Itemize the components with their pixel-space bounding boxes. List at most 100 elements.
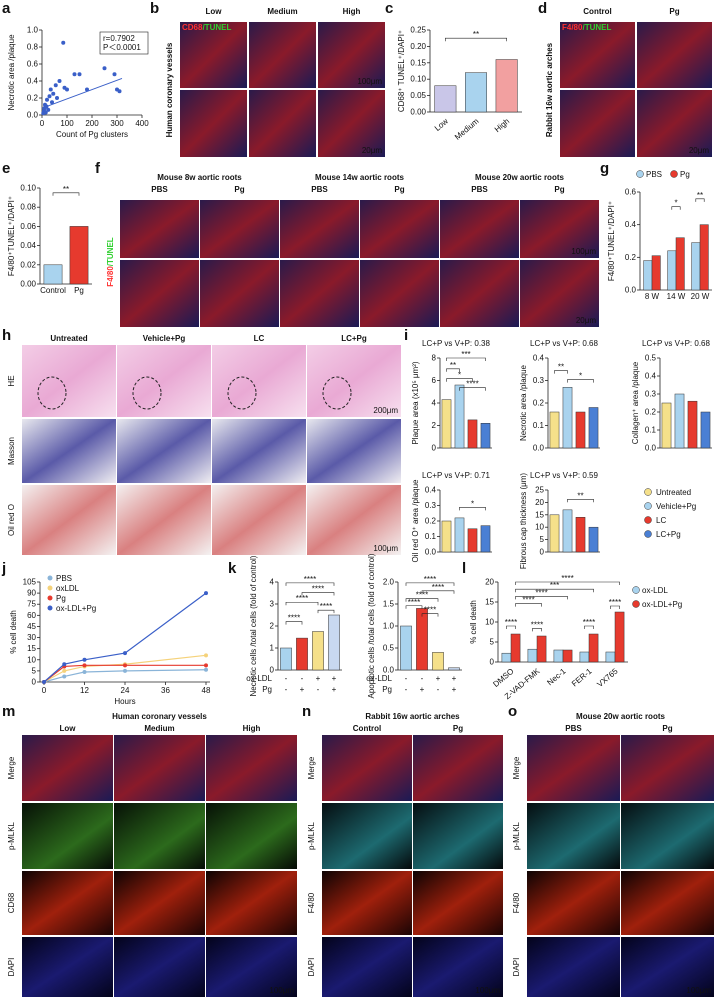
chart-title: LC+P vs V+P: 0.68: [530, 339, 598, 348]
significance-bracket: [515, 581, 620, 585]
significance-label: ****: [296, 594, 308, 603]
panel-label: m: [2, 703, 15, 720]
column-label: High: [243, 724, 261, 733]
y-tick-label: 1.0: [27, 26, 39, 35]
bar: [400, 625, 412, 671]
micrograph: [322, 871, 412, 935]
y-tick-label: 75: [27, 600, 36, 609]
row-label: DAPI: [7, 958, 16, 977]
micrograph: [440, 260, 519, 327]
x-tick-label: Control: [40, 286, 66, 295]
point: [77, 72, 82, 77]
significance-bracket: [515, 588, 594, 593]
row-label: CD68: [7, 892, 16, 913]
x-tick-label: FER-1: [570, 666, 594, 688]
x-table-value: +: [420, 685, 425, 694]
y-tick-label: 0.1: [645, 426, 657, 435]
stain-label: CD68/TUNEL: [182, 23, 231, 32]
y-tick-label: 20: [485, 578, 494, 587]
panel-label: n: [302, 703, 311, 720]
significance-bracket: [405, 605, 423, 609]
significance-bracket: [285, 582, 335, 586]
bar: [562, 387, 573, 449]
bar: [467, 528, 478, 553]
y-axis-label: Collagen⁺ area /plaque: [631, 361, 640, 444]
bar: [432, 652, 444, 671]
x-table-value: +: [332, 685, 337, 694]
micrograph: [280, 200, 359, 258]
point: [61, 40, 66, 45]
panel-label: g: [600, 160, 609, 177]
x-tick-label: 36: [161, 686, 170, 695]
x-table-value: -: [301, 674, 304, 683]
y-tick-label: 10: [535, 523, 544, 532]
point: [112, 72, 117, 77]
marker: [62, 662, 67, 667]
y-tick-label: 0.8: [27, 43, 39, 52]
bar: [588, 526, 599, 553]
marker: [62, 668, 67, 673]
micrograph: [560, 22, 635, 88]
micrograph: [212, 345, 306, 417]
row-label: HE: [7, 375, 16, 386]
column-label: LC: [254, 334, 265, 343]
legend-label: PBS: [56, 574, 72, 583]
significance-bracket: [405, 598, 439, 602]
row-label: F4/80: [512, 892, 521, 913]
x-table-value: -: [421, 674, 424, 683]
micrograph: [114, 803, 205, 869]
y-tick-label: 90: [27, 589, 36, 598]
legend-label: Vehicle+Pg: [656, 502, 696, 511]
significance-bracket: [52, 192, 80, 196]
x-table-value: +: [452, 674, 457, 683]
significance-label: ****: [535, 588, 547, 597]
plaque-outline: [132, 376, 162, 410]
row-label: F4/80: [307, 892, 316, 913]
stain-name: /TUNEL: [582, 23, 611, 32]
micrograph: [527, 937, 620, 997]
micrograph: [114, 871, 205, 935]
row-label: Merge: [7, 756, 16, 779]
significance-label: ****: [304, 575, 316, 584]
bar: [614, 611, 625, 663]
micrograph: [180, 90, 247, 157]
scale-bar-label: 20μm: [576, 316, 597, 325]
y-tick-label: 0.3: [425, 501, 437, 510]
point: [72, 72, 77, 77]
row-label: p-MLKL: [512, 821, 521, 850]
micrograph: [560, 90, 635, 157]
group-label: Mouse 20w aortic roots: [475, 173, 564, 182]
x-tick-label: Nec-1: [545, 666, 568, 687]
y-axis-label: Necrotic cells /total cells (fold of con…: [249, 555, 258, 696]
bar: [588, 407, 599, 449]
significance-label: ****: [609, 598, 621, 607]
significance-bracket: [405, 582, 455, 586]
column-label: Untreated: [50, 334, 87, 343]
bar: [643, 260, 653, 291]
plaque-outline: [322, 376, 352, 410]
y-tick-label: 0: [32, 678, 37, 687]
micrograph: [249, 22, 316, 88]
y-tick-label: 0.06: [20, 222, 36, 231]
panel-label: h: [2, 327, 11, 344]
micrograph: [621, 803, 714, 869]
x-table-value: +: [452, 685, 457, 694]
y-tick-label: 0.10: [20, 184, 36, 193]
legend-label: ox-LDL+Pg: [56, 604, 96, 613]
row-label: DAPI: [512, 958, 521, 977]
row-label: DAPI: [307, 958, 316, 977]
legend-label: LC+Pg: [656, 530, 681, 539]
panel-label: i: [404, 327, 408, 344]
y-tick-label: 2: [270, 622, 275, 631]
panel-label: f: [95, 160, 101, 177]
micrograph: [22, 871, 113, 935]
micrograph: [413, 937, 503, 997]
scale-bar-label: 100μm: [571, 247, 596, 256]
y-tick-label: 1: [270, 644, 275, 653]
bar: [280, 647, 292, 671]
micrograph: [22, 419, 116, 483]
significance-label: ****: [466, 380, 478, 389]
column-label: Pg: [669, 7, 679, 16]
chart-title: LC+P vs V+P: 0.59: [530, 471, 598, 480]
